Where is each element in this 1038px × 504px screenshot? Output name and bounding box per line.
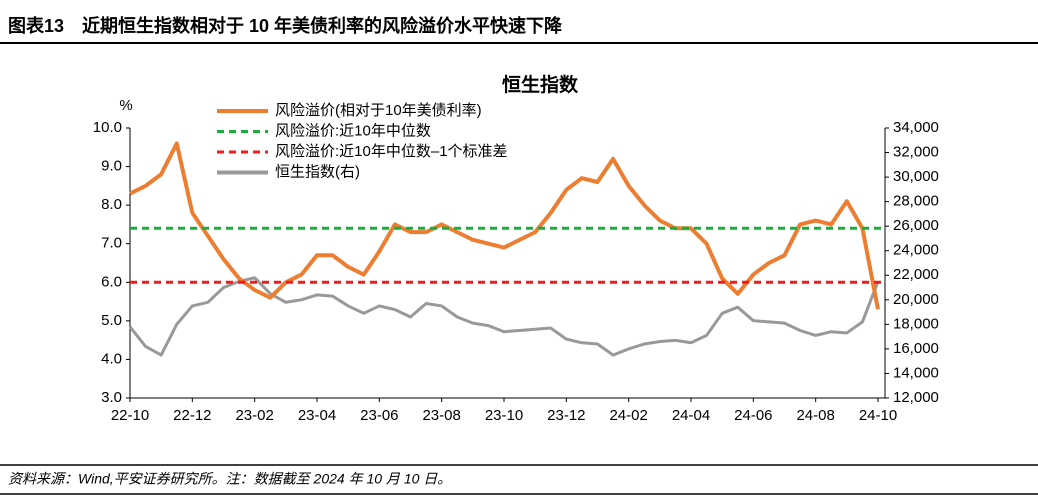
y-tick-label: 4.0 bbox=[101, 350, 122, 367]
y2-tick-label: 12,000 bbox=[893, 389, 939, 406]
chart-title: 恒生指数 bbox=[502, 73, 579, 96]
x-tick-label: 24-10 bbox=[859, 407, 897, 424]
y-tick-label: 8.0 bbox=[101, 196, 122, 213]
y2-tick-label: 26,000 bbox=[893, 217, 939, 234]
y-tick-label: 7.0 bbox=[101, 235, 122, 252]
x-tick-label: 24-04 bbox=[672, 407, 710, 424]
x-tick-label: 23-10 bbox=[485, 407, 523, 424]
x-tick-label: 22-12 bbox=[173, 407, 211, 424]
y2-tick-label: 16,000 bbox=[893, 340, 939, 357]
x-tick-label: 24-06 bbox=[734, 407, 772, 424]
source: 资料来源：Wind,平安证券研究所。注：数据截至 2024 年 10 月 10 … bbox=[8, 471, 451, 487]
series-line bbox=[129, 141, 880, 310]
legend-label: 恒生指数(右) bbox=[275, 163, 360, 180]
y2-tick-label: 32,000 bbox=[893, 144, 939, 161]
legend-label: 风险溢价:近10年中位数 bbox=[275, 122, 431, 139]
y-tick-label: 5.0 bbox=[101, 312, 122, 329]
page-title: 图表13 近期恒生指数相对于 10 年美债利率的风险溢价水平快速下降 bbox=[8, 15, 563, 36]
x-tick-label: 23-02 bbox=[235, 407, 273, 424]
y2-tick-label: 34,000 bbox=[893, 119, 939, 136]
x-tick-label: 23-04 bbox=[298, 407, 336, 424]
y2-tick-label: 30,000 bbox=[893, 168, 939, 185]
y2-tick-label: 22,000 bbox=[893, 266, 939, 283]
y-tick-label: 9.0 bbox=[101, 158, 122, 175]
y2-tick-label: 24,000 bbox=[893, 242, 939, 259]
y-tick-label: 6.0 bbox=[101, 273, 122, 290]
series-line bbox=[128, 276, 880, 357]
y2-tick-label: 18,000 bbox=[893, 315, 939, 332]
y-label: % bbox=[119, 97, 132, 114]
y2-tick-label: 20,000 bbox=[893, 291, 939, 308]
y2-tick-label: 14,000 bbox=[893, 364, 939, 381]
legend-label: 风险溢价(相对于10年美债利率) bbox=[275, 102, 482, 119]
x-tick-label: 23-06 bbox=[360, 407, 398, 424]
legend-label: 风险溢价:近10年中位数–1个标准差 bbox=[275, 143, 508, 160]
y-tick-label: 10.0 bbox=[93, 119, 122, 136]
x-tick-label: 23-12 bbox=[547, 407, 585, 424]
x-tick-label: 22-10 bbox=[111, 407, 149, 424]
y-tick-label: 3.0 bbox=[101, 389, 122, 406]
x-tick-label: 24-08 bbox=[796, 407, 834, 424]
x-tick-label: 23-08 bbox=[422, 407, 460, 424]
y2-tick-label: 28,000 bbox=[893, 193, 939, 210]
x-tick-label: 24-02 bbox=[609, 407, 647, 424]
